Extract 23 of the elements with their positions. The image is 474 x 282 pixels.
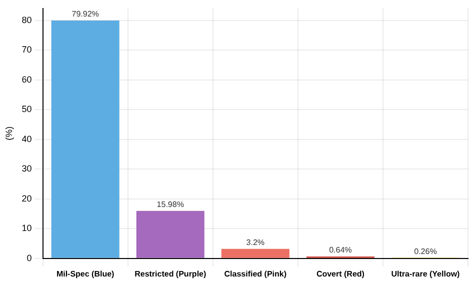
data-label: 79.92% — [72, 10, 99, 19]
x-tick-label: Ultra-rare (Yellow) — [391, 269, 460, 278]
bar — [221, 248, 290, 258]
data-label: 0.64% — [329, 246, 352, 255]
bar — [136, 210, 204, 258]
x-tick-label: Mil-Spec (Blue) — [56, 269, 115, 278]
y-tick-label: 30 — [22, 164, 32, 174]
x-tick-label: Classified (Pink) — [224, 269, 287, 278]
y-tick-label: 50 — [22, 104, 32, 114]
y-tick-label: 60 — [22, 74, 32, 84]
x-tick-label: Covert (Red) — [316, 269, 365, 278]
y-tick-label: 20 — [22, 193, 32, 204]
data-label: 0.26% — [414, 246, 437, 256]
y-tick-label: 40 — [22, 134, 32, 144]
bar — [51, 20, 120, 258]
y-axis-title: (%) — [4, 126, 14, 140]
y-tick-label: 80 — [22, 14, 32, 25]
y-tick-label: 10 — [22, 223, 32, 234]
data-label: 15.98% — [156, 200, 184, 210]
y-tick-label: 70 — [22, 44, 32, 55]
x-tick-label: Restricted (Purple) — [134, 269, 206, 278]
y-tick-label: 0 — [26, 252, 32, 263]
data-label: 3.2% — [246, 238, 265, 248]
